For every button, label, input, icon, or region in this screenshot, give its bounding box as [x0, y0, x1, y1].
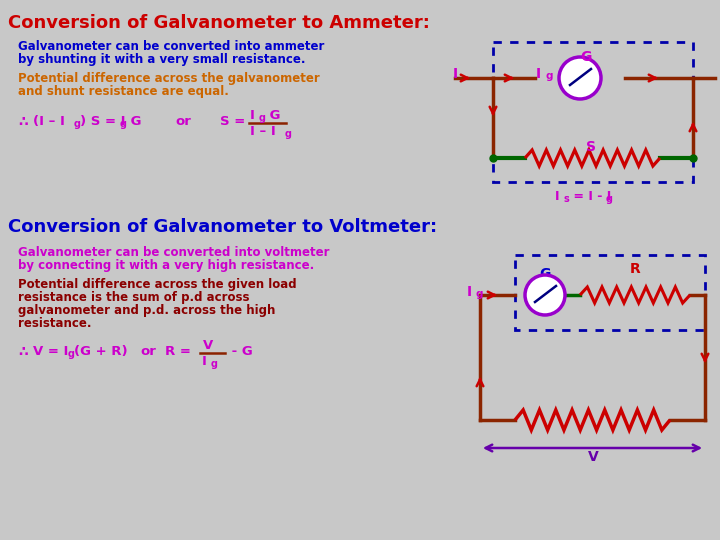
Bar — [493, 42, 693, 182]
Text: g: g — [285, 129, 292, 139]
Text: or: or — [175, 115, 191, 128]
Text: by shunting it with a very small resistance.: by shunting it with a very small resista… — [18, 53, 305, 66]
Text: ∴: ∴ — [18, 345, 27, 359]
Text: and shunt resistance are equal.: and shunt resistance are equal. — [18, 85, 229, 98]
Text: G: G — [539, 267, 551, 281]
Text: V: V — [588, 450, 598, 464]
Text: g: g — [476, 289, 484, 299]
Text: s: s — [563, 194, 569, 204]
Text: g: g — [545, 71, 552, 81]
Text: g: g — [606, 194, 613, 204]
Text: I: I — [555, 190, 559, 203]
Text: I – I: I – I — [250, 125, 276, 138]
Text: or: or — [140, 345, 156, 358]
Text: = I - I: = I - I — [569, 190, 611, 203]
Text: R =: R = — [165, 345, 191, 358]
Text: by connecting it with a very high resistance.: by connecting it with a very high resist… — [18, 259, 314, 272]
Text: Potential difference across the given load: Potential difference across the given lo… — [18, 278, 297, 291]
Text: V = I: V = I — [33, 345, 68, 358]
Text: I: I — [536, 67, 541, 81]
Text: ) S = I: ) S = I — [80, 115, 125, 128]
Text: I: I — [467, 285, 472, 299]
Bar — [515, 255, 705, 330]
Text: I: I — [202, 355, 207, 368]
Text: resistance is the sum of p.d across: resistance is the sum of p.d across — [18, 291, 250, 304]
Text: G: G — [126, 115, 142, 128]
Text: (G + R): (G + R) — [74, 345, 127, 358]
Text: - G: - G — [227, 345, 253, 358]
Text: I: I — [453, 67, 458, 81]
Circle shape — [525, 275, 565, 315]
Text: ∴: ∴ — [18, 115, 27, 129]
Text: I: I — [250, 109, 255, 122]
Text: g: g — [120, 119, 127, 129]
Text: g: g — [211, 359, 218, 369]
Text: resistance.: resistance. — [18, 317, 91, 330]
Text: G: G — [580, 50, 592, 64]
Text: galvanometer and p.d. across the high: galvanometer and p.d. across the high — [18, 304, 275, 317]
Text: S: S — [586, 140, 596, 154]
Text: g: g — [74, 119, 81, 129]
Text: S =: S = — [220, 115, 246, 128]
Text: R: R — [629, 262, 640, 276]
Text: G: G — [265, 109, 281, 122]
Text: Galvanometer can be converted into voltmeter: Galvanometer can be converted into voltm… — [18, 246, 330, 259]
Text: g: g — [259, 113, 266, 123]
Text: Potential difference across the galvanometer: Potential difference across the galvanom… — [18, 72, 320, 85]
Text: (I – I: (I – I — [33, 115, 65, 128]
Text: Conversion of Galvanometer to Voltmeter:: Conversion of Galvanometer to Voltmeter: — [8, 218, 437, 236]
Text: Conversion of Galvanometer to Ammeter:: Conversion of Galvanometer to Ammeter: — [8, 14, 430, 32]
Circle shape — [559, 57, 601, 99]
Text: g: g — [68, 349, 75, 359]
Text: Galvanometer can be converted into ammeter: Galvanometer can be converted into ammet… — [18, 40, 325, 53]
Text: V: V — [203, 339, 213, 352]
